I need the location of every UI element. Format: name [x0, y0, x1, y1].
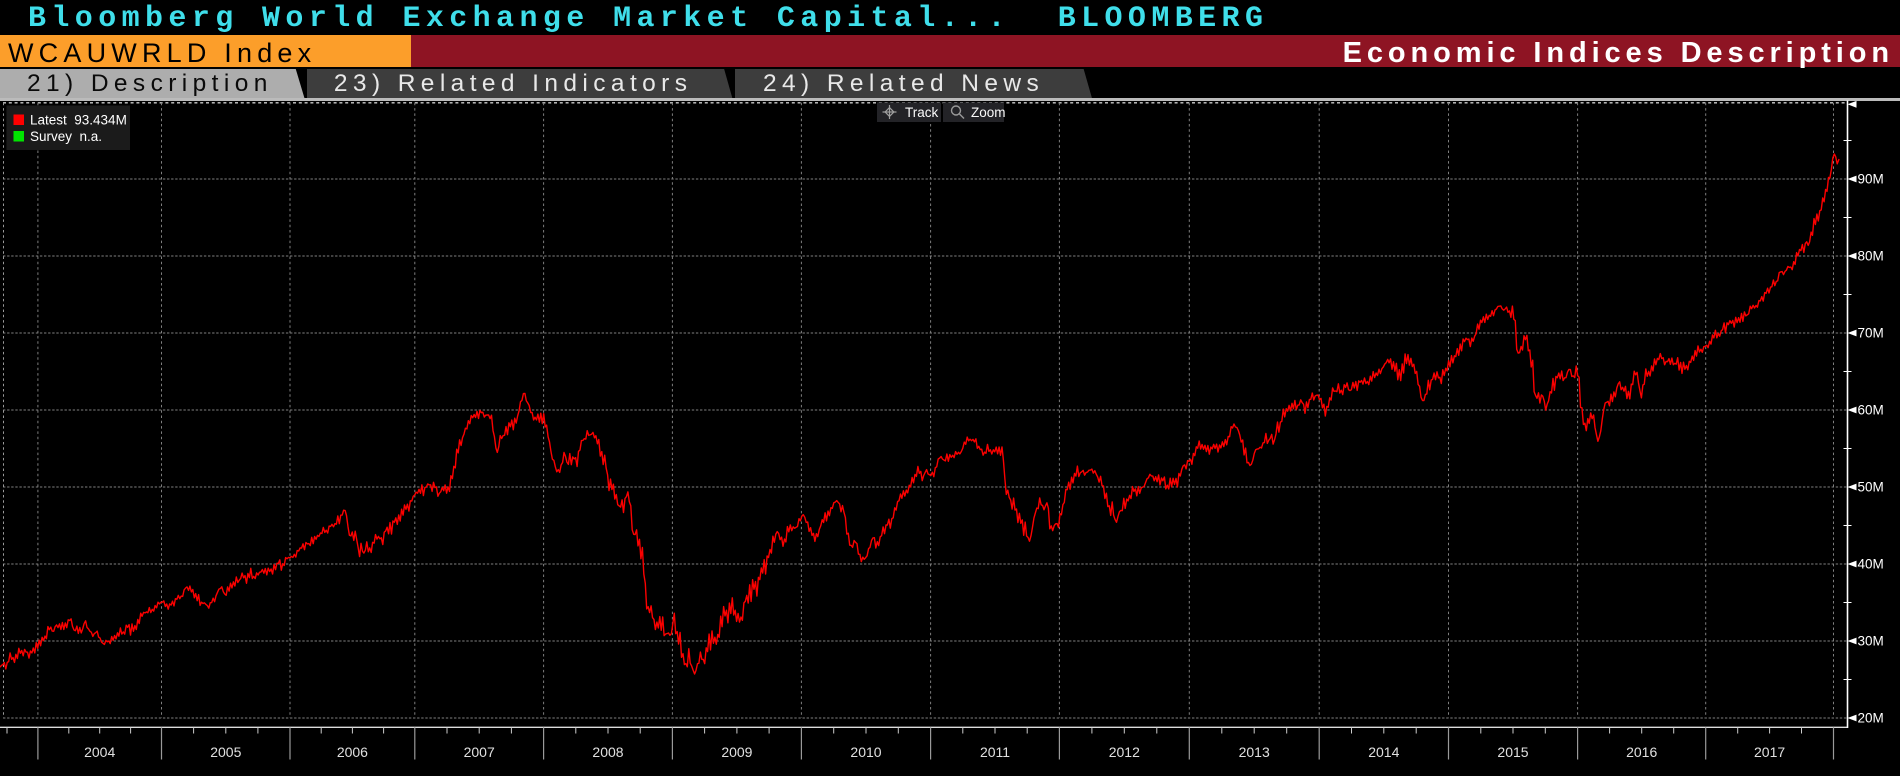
svg-text:2006: 2006: [337, 744, 368, 760]
svg-text:2008: 2008: [592, 744, 623, 760]
svg-text:90M: 90M: [1858, 172, 1884, 187]
svg-text:2011: 2011: [980, 744, 1010, 760]
svg-text:2005: 2005: [210, 744, 241, 760]
svg-text:80M: 80M: [1858, 249, 1884, 264]
svg-text:20M: 20M: [1858, 711, 1884, 726]
svg-text:70M: 70M: [1858, 326, 1884, 341]
svg-text:50M: 50M: [1858, 480, 1884, 495]
svg-text:2014: 2014: [1368, 744, 1399, 760]
svg-text:Survey n.a.: Survey n.a.: [30, 129, 102, 144]
svg-text:30M: 30M: [1858, 634, 1884, 649]
svg-text:Zoom: Zoom: [971, 105, 1006, 120]
svg-text:2016: 2016: [1626, 744, 1657, 760]
svg-text:2010: 2010: [850, 744, 881, 760]
svg-text:2013: 2013: [1239, 744, 1270, 760]
svg-text:2004: 2004: [84, 744, 115, 760]
svg-text:2017: 2017: [1754, 744, 1785, 760]
svg-text:40M: 40M: [1858, 557, 1884, 572]
svg-text:2009: 2009: [721, 744, 752, 760]
svg-text:Latest 93.434M: Latest 93.434M: [30, 113, 127, 128]
svg-text:2007: 2007: [464, 744, 495, 760]
svg-text:60M: 60M: [1858, 403, 1884, 418]
svg-text:Track: Track: [905, 105, 938, 120]
svg-text:2012: 2012: [1109, 744, 1140, 760]
svg-text:2015: 2015: [1497, 744, 1528, 760]
